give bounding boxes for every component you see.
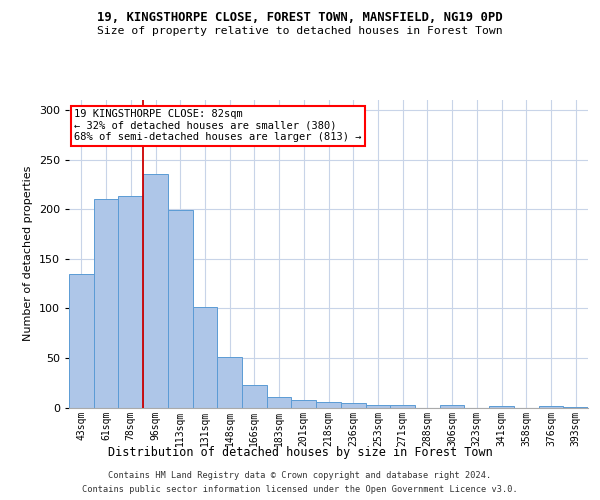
- Bar: [440, 404, 464, 407]
- Y-axis label: Number of detached properties: Number of detached properties: [23, 166, 33, 342]
- Text: 19 KINGSTHORPE CLOSE: 82sqm
← 32% of detached houses are smaller (380)
68% of se: 19 KINGSTHORPE CLOSE: 82sqm ← 32% of det…: [74, 109, 362, 142]
- Bar: [242, 384, 267, 407]
- Bar: [365, 404, 390, 407]
- Bar: [316, 402, 341, 407]
- Text: Contains HM Land Registry data © Crown copyright and database right 2024.: Contains HM Land Registry data © Crown c…: [109, 472, 491, 480]
- Bar: [143, 174, 168, 408]
- Bar: [168, 210, 193, 408]
- Bar: [390, 404, 415, 407]
- Text: 19, KINGSTHORPE CLOSE, FOREST TOWN, MANSFIELD, NG19 0PD: 19, KINGSTHORPE CLOSE, FOREST TOWN, MANS…: [97, 11, 503, 24]
- Bar: [539, 406, 563, 407]
- Bar: [292, 400, 316, 407]
- Bar: [94, 199, 118, 408]
- Bar: [118, 196, 143, 408]
- Bar: [69, 274, 94, 407]
- Bar: [341, 402, 365, 407]
- Bar: [267, 396, 292, 407]
- Text: Contains public sector information licensed under the Open Government Licence v3: Contains public sector information licen…: [82, 484, 518, 494]
- Text: Distribution of detached houses by size in Forest Town: Distribution of detached houses by size …: [107, 446, 493, 459]
- Bar: [563, 406, 588, 408]
- Bar: [489, 406, 514, 407]
- Bar: [217, 357, 242, 408]
- Text: Size of property relative to detached houses in Forest Town: Size of property relative to detached ho…: [97, 26, 503, 36]
- Bar: [193, 308, 217, 408]
